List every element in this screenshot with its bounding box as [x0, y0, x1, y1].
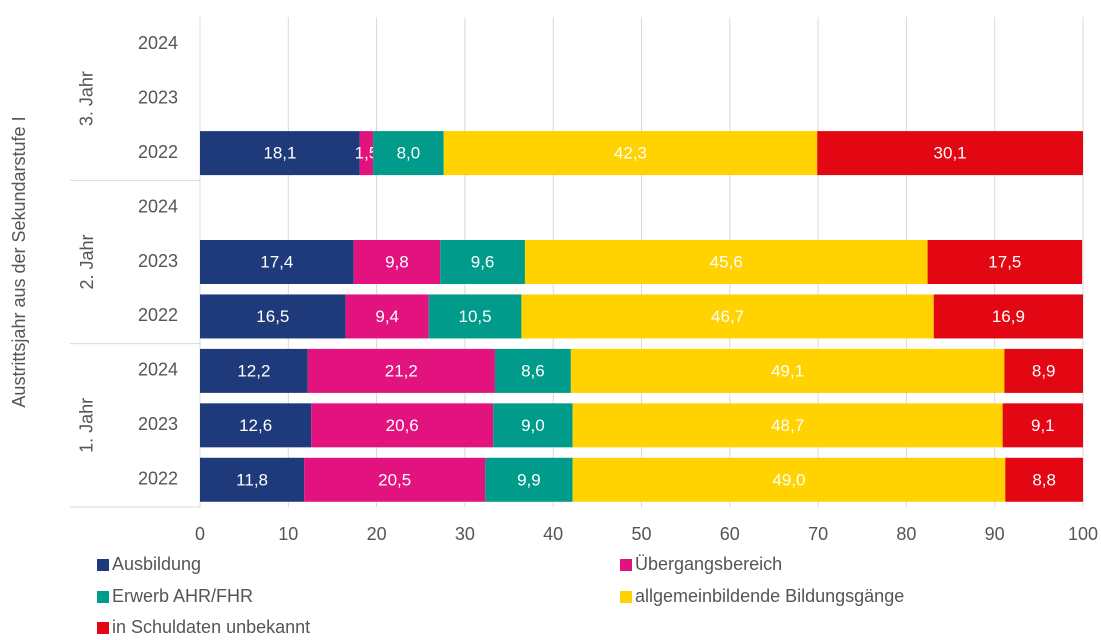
bar-label: 46,7 — [711, 307, 744, 326]
bar-segment — [200, 294, 346, 339]
y-tick-label: 2023 — [138, 87, 178, 107]
x-tick-label: 20 — [367, 524, 387, 544]
bar-label: 12,2 — [237, 361, 270, 380]
bar-segment — [428, 294, 522, 339]
bar-label: 8,0 — [397, 144, 421, 163]
y-tick-label: 2023 — [138, 414, 178, 434]
x-tick-label: 100 — [1068, 524, 1098, 544]
bar-label: 9,9 — [517, 470, 541, 489]
y-tick-label: 2022 — [138, 305, 178, 325]
group-label: 1. Jahr — [77, 398, 97, 453]
legend-label: Erwerb AHR/FHR — [112, 586, 253, 606]
bar-segment — [200, 131, 360, 176]
bar-label: 18,1 — [263, 144, 296, 163]
x-tick-label: 40 — [543, 524, 563, 544]
bar-label: 16,5 — [256, 307, 289, 326]
bar-segment — [524, 240, 928, 284]
legend-label: Ausbildung — [112, 554, 201, 574]
bar-label: 20,6 — [386, 416, 419, 435]
legend-swatch — [97, 622, 109, 634]
bar-label: 42,3 — [614, 144, 647, 163]
bar-segment — [307, 348, 495, 393]
y-axis-label: Austrittsjahr aus der Sekundarstufe I — [9, 116, 29, 407]
legend-swatch — [620, 559, 632, 571]
bar-segment — [200, 403, 312, 448]
bar-label: 49,1 — [771, 361, 804, 380]
x-tick-label: 80 — [896, 524, 916, 544]
legend-swatch — [97, 559, 109, 571]
x-tick-label: 0 — [195, 524, 205, 544]
bar-segment — [443, 131, 818, 176]
bar-segment — [311, 403, 494, 448]
bar-segment — [1004, 348, 1083, 393]
bar-segment — [570, 348, 1005, 393]
legend-swatch — [97, 591, 109, 603]
x-tick-label: 60 — [720, 524, 740, 544]
bar-segment — [817, 131, 1083, 176]
bar-label: 12,6 — [239, 416, 272, 435]
y-tick-label: 2023 — [138, 251, 178, 271]
bar-label: 11,8 — [236, 470, 268, 489]
bar-segment — [494, 348, 571, 393]
bar-segment — [572, 457, 1006, 502]
group-label: 2. Jahr — [77, 234, 97, 289]
bar-segment — [1005, 457, 1083, 502]
bar-label: 8,9 — [1032, 361, 1056, 380]
bar-segment — [359, 131, 374, 176]
bar-label: 9,0 — [521, 416, 545, 435]
x-tick-label: 30 — [455, 524, 475, 544]
bar-segment — [304, 457, 486, 502]
y-tick-label: 2022 — [138, 142, 178, 162]
legend-label: in Schuldaten unbekannt — [112, 617, 310, 637]
y-tick-label: 2024 — [138, 360, 178, 380]
bar-segment — [440, 240, 525, 284]
x-tick-label: 10 — [278, 524, 298, 544]
bar-segment — [345, 294, 429, 339]
bar-label: 45,6 — [710, 252, 743, 271]
legend-swatch — [620, 591, 632, 603]
bar-segment — [572, 403, 1003, 448]
bar-segment — [1002, 403, 1083, 448]
y-tick-label: 2024 — [138, 33, 178, 53]
bar-label: 21,2 — [385, 361, 418, 380]
bar-label: 8,8 — [1032, 470, 1056, 489]
x-tick-label: 90 — [985, 524, 1005, 544]
bar-label: 16,9 — [992, 307, 1025, 326]
bar-label: 1,5 — [355, 144, 379, 163]
bar-label: 8,6 — [521, 361, 545, 380]
y-tick-label: 2024 — [138, 196, 178, 216]
x-tick-label: 50 — [631, 524, 651, 544]
x-tick-label: 70 — [808, 524, 828, 544]
bar-segment — [200, 240, 354, 284]
bar-label: 48,7 — [771, 416, 804, 435]
bar-label: 20,5 — [378, 470, 411, 489]
bar-label: 9,1 — [1031, 416, 1055, 435]
bar-label: 30,1 — [934, 144, 967, 163]
bar-segment — [933, 294, 1083, 339]
bar-segment — [200, 348, 308, 393]
bar-segment — [373, 131, 444, 176]
bar-segment — [200, 457, 305, 502]
bar-label: 9,8 — [385, 252, 409, 271]
y-tick-label: 2022 — [138, 469, 178, 489]
legend-label: Übergangsbereich — [635, 554, 782, 574]
bar-label: 9,4 — [375, 307, 399, 326]
bar-label: 17,4 — [260, 252, 293, 271]
bar-label: 49,0 — [772, 470, 805, 489]
group-label: 3. Jahr — [77, 71, 97, 126]
bar-label: 17,5 — [988, 252, 1021, 271]
bar-label: 10,5 — [459, 307, 492, 326]
bar-segment — [927, 240, 1083, 284]
bar-segment — [485, 457, 573, 502]
bar-label: 9,6 — [471, 252, 495, 271]
legend-label: allgemeinbildende Bildungsgänge — [635, 586, 904, 606]
bar-segment — [521, 294, 934, 339]
bar-segment — [353, 240, 441, 284]
bar-segment — [493, 403, 573, 448]
